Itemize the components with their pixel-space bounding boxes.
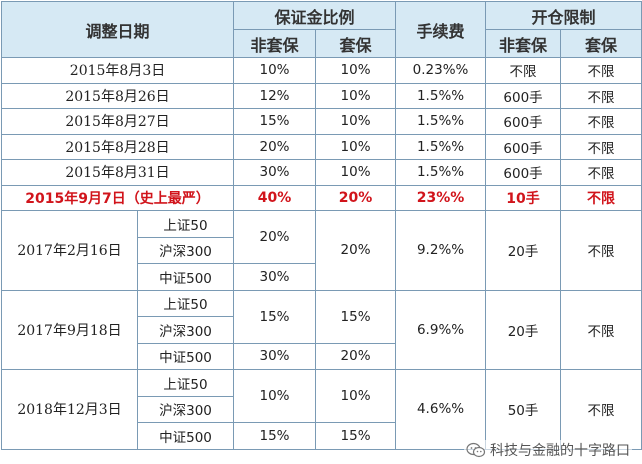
- margin-hedge: 10%: [315, 57, 397, 84]
- margin-non-hedge: 15%: [233, 108, 317, 135]
- limit-hedge: 不限: [560, 159, 642, 186]
- limit-non-hedge: 20手: [485, 289, 562, 370]
- table-row: 2018年12月3日 上证50 10% 10% 4.6%% 50手 不限: [1, 369, 642, 450]
- margin-non-hedge: 10%: [233, 57, 317, 84]
- margin-non-hedge: 20%: [233, 133, 317, 160]
- margin-hedge: 15%: [315, 289, 397, 344]
- margin-non-hedge: 20%: [233, 210, 317, 264]
- limit-hedge: 不限: [560, 108, 642, 135]
- margin-hedge: 10%: [315, 369, 397, 423]
- limit-non-hedge: 600手: [485, 82, 562, 109]
- margin-hedge: 10%: [315, 133, 397, 160]
- limit-non-hedge: 600手: [485, 108, 562, 135]
- group-date: 2017年2月16日: [1, 210, 138, 291]
- limit-hedge: 不限: [560, 133, 642, 160]
- table-row: 中证500 30%: [2, 263, 642, 291]
- group-date: 2018年12月3日: [1, 369, 138, 450]
- index-label: 沪深300: [136, 316, 235, 344]
- index-label: 沪深300: [136, 395, 235, 423]
- fee-value: 6.9%%: [395, 289, 487, 370]
- fee-value: 4.6%%: [395, 369, 487, 450]
- table-row: 沪深300: [2, 395, 642, 423]
- table-row: 2015年8月31日 30% 10% 1.5%% 600手 不限: [0, 159, 642, 186]
- header-fee: 手续费: [395, 1, 487, 58]
- margin-hedge: 20%: [315, 342, 397, 370]
- index-label: 中证500: [136, 263, 235, 291]
- limit-hedge: 不限: [560, 210, 642, 291]
- header-margin-non-hedge: 非套保: [233, 29, 317, 58]
- index-label: 上证50: [136, 210, 235, 238]
- row-date: 2015年8月31日: [0, 159, 235, 186]
- row-date: 2015年9月7日（史上最严）: [0, 184, 235, 211]
- margin-non-hedge: 30%: [233, 263, 317, 291]
- margin-non-hedge: 40%: [233, 184, 317, 211]
- limit-non-hedge: 50手: [485, 369, 562, 450]
- header-margin-hedge: 套保: [315, 29, 397, 58]
- table-row: 2015年8月3日 10% 10% 0.23%% 不限 不限: [0, 57, 642, 84]
- table-row: 中证500 15% 15%: [2, 422, 642, 450]
- watermark-text: 科技与金融的十字路口: [490, 443, 630, 459]
- table-row: 2017年9月18日 上证50 15% 15% 6.9%% 20手 不限: [1, 289, 642, 370]
- table-row: 中证500 30% 20%: [2, 342, 642, 370]
- margin-hedge: 20%: [315, 210, 397, 291]
- row-date: 2015年8月3日: [0, 57, 235, 84]
- table-row: 沪深300: [2, 236, 642, 264]
- limit-non-hedge: 600手: [485, 133, 562, 160]
- table-row: 2015年8月27日 15% 10% 1.5%% 600手 不限: [0, 108, 642, 135]
- limit-hedge: 不限: [560, 184, 642, 211]
- wechat-icon: [466, 442, 486, 458]
- fee-value: 1.5%%: [395, 108, 487, 135]
- limit-non-hedge: 600手: [485, 159, 562, 186]
- limit-non-hedge: 10手: [485, 184, 562, 211]
- header-limit-non-hedge: 非套保: [485, 29, 562, 58]
- margin-hedge: 20%: [315, 184, 397, 211]
- margin-non-hedge: 10%: [233, 369, 317, 423]
- margin-hedge: 15%: [315, 422, 397, 450]
- fee-value: 1.5%%: [395, 159, 487, 186]
- fee-value: 1.5%%: [395, 82, 487, 109]
- limit-hedge: 不限: [560, 289, 642, 370]
- fee-value: 0.23%%: [395, 57, 487, 84]
- index-label: 中证500: [136, 422, 235, 450]
- margin-non-hedge: 15%: [233, 422, 317, 450]
- index-label: 中证500: [136, 342, 235, 370]
- header-date: 调整日期: [0, 1, 235, 58]
- margin-non-hedge: 30%: [233, 342, 317, 370]
- limit-hedge: 不限: [560, 57, 642, 84]
- margin-history-table: 调整日期 保证金比例 手续费 开仓限制 非套保 套保 非套保 套保 2015年8…: [0, 1, 642, 450]
- watermark: 科技与金融的十字路口: [464, 440, 632, 460]
- group-date: 2017年9月18日: [1, 289, 138, 370]
- fee-value: 23%%: [395, 184, 487, 211]
- index-label: 沪深300: [136, 236, 235, 264]
- fee-value: 1.5%%: [395, 133, 487, 160]
- limit-hedge: 不限: [560, 369, 642, 450]
- index-label: 上证50: [136, 289, 235, 317]
- limit-non-hedge: 20手: [485, 210, 562, 291]
- header-margin-ratio: 保证金比例: [233, 1, 397, 30]
- table-row: 2015年8月28日 20% 10% 1.5%% 600手 不限: [0, 133, 642, 160]
- table-row: 沪深300: [2, 316, 642, 344]
- margin-non-hedge: 15%: [233, 289, 317, 344]
- fee-value: 9.2%%: [395, 210, 487, 291]
- header-limit-hedge: 套保: [560, 29, 642, 58]
- limit-non-hedge: 不限: [485, 57, 562, 84]
- header-position-limit: 开仓限制: [485, 1, 642, 30]
- table-row: 2017年2月16日 上证50 20% 20% 9.2%% 20手 不限: [1, 210, 642, 291]
- limit-hedge: 不限: [560, 82, 642, 109]
- margin-non-hedge: 12%: [233, 82, 317, 109]
- row-date: 2015年8月28日: [0, 133, 235, 160]
- margin-hedge: 10%: [315, 108, 397, 135]
- margin-hedge: 10%: [315, 159, 397, 186]
- margin-hedge: 10%: [315, 82, 397, 109]
- row-date: 2015年8月27日: [0, 108, 235, 135]
- index-label: 上证50: [136, 369, 235, 397]
- highlight-row: 2015年9月7日（史上最严） 40% 20% 23%% 10手 不限: [0, 184, 642, 211]
- row-date: 2015年8月26日: [0, 82, 235, 109]
- table-row: 2015年8月26日 12% 10% 1.5%% 600手 不限: [0, 82, 642, 109]
- margin-non-hedge: 30%: [233, 159, 317, 186]
